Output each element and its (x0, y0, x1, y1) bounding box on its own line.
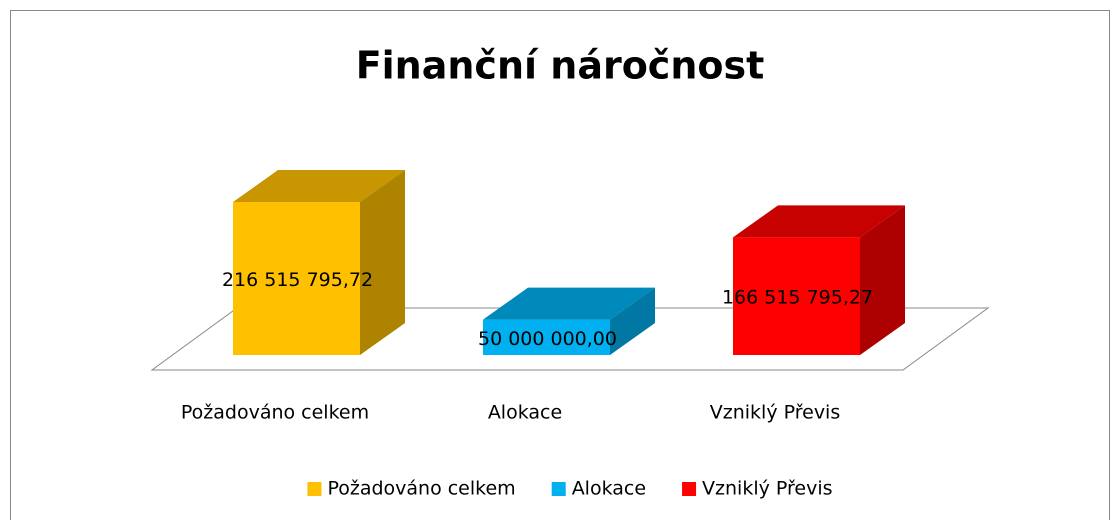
bar (483, 287, 655, 355)
bar (733, 205, 905, 355)
chart-frame (10, 10, 1110, 520)
bar-side (860, 205, 905, 355)
value-label: 50 000 000,00 (478, 328, 617, 350)
legend-swatch (307, 482, 322, 496)
legend-label: Alokace (572, 478, 646, 500)
bar-top (733, 205, 905, 238)
x-tick-label: Vzniklý Převis (710, 402, 841, 424)
bar-top (233, 170, 405, 202)
bar-top (483, 287, 655, 320)
x-tick-label: Alokace (488, 402, 562, 424)
legend-swatch (551, 482, 566, 496)
bar (233, 170, 405, 355)
legend: Požadováno celkem Alokace Vzniklý Převis (307, 478, 833, 500)
bar-side (360, 170, 405, 355)
value-label: 216 515 795,72 (222, 269, 373, 291)
legend-swatch (682, 482, 697, 496)
bar-front (733, 237, 860, 355)
bar-front (483, 319, 610, 355)
chart-title: Finanční náročnost (356, 44, 765, 88)
value-label: 166 515 795,27 (722, 287, 873, 309)
legend-label: Požadováno celkem (327, 478, 515, 500)
bar-side (610, 287, 655, 355)
bar-front (233, 202, 360, 355)
legend-label: Vzniklý Převis (702, 478, 833, 500)
x-tick-label: Požadováno celkem (181, 402, 369, 424)
